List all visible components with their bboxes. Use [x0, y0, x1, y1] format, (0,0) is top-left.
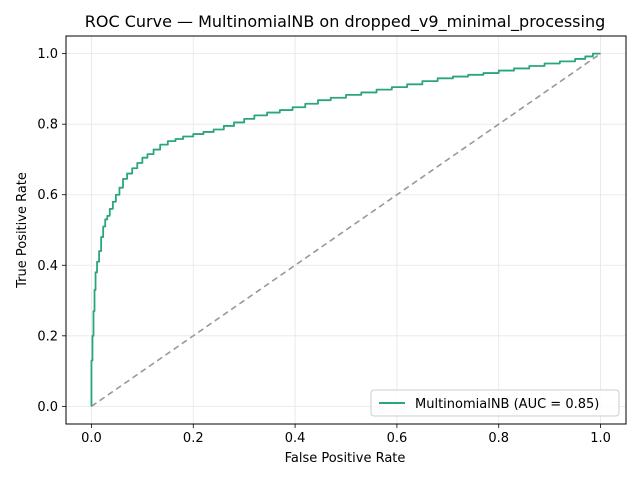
- legend: MultinomialNB (AUC = 0.85): [370, 389, 620, 417]
- y-tick-label: 0.6: [37, 188, 58, 203]
- ticks: 0.0 0.2 0.4 0.6 0.8 1.0 0.0 0.2 0.4 0.6 0.8 1.0: [37, 47, 611, 446]
- y-tick-label: 0.8: [37, 118, 58, 133]
- chart-title: ROC Curve — MultinomialNB on dropped_v9_…: [85, 12, 606, 32]
- grid: [66, 36, 626, 424]
- x-tick-label: 0.8: [488, 431, 509, 446]
- legend-box: [370, 389, 620, 417]
- y-tick-label: 0.0: [37, 400, 58, 415]
- y-tick-label: 0.2: [37, 329, 58, 344]
- plot-frame: [65, 35, 627, 425]
- y-axis-label: True Positive Rate: [15, 172, 30, 289]
- roc-curve-line: [90, 52, 601, 407]
- series-layer: [90, 52, 602, 408]
- x-tick-label: 1.0: [590, 431, 611, 446]
- y-tick-label: 0.4: [37, 259, 58, 274]
- x-tick-label: 0.6: [387, 431, 408, 446]
- x-tick-label: 0.4: [285, 431, 306, 446]
- x-tick-label: 0.2: [183, 431, 204, 446]
- x-tick-label: 0.0: [81, 431, 102, 446]
- y-tick-label: 1.0: [37, 47, 58, 62]
- legend-label-multinomialnb: MultinomialNB (AUC = 0.85): [415, 397, 599, 412]
- chance-diagonal-line: [90, 52, 602, 408]
- x-axis-label: False Positive Rate: [285, 451, 406, 466]
